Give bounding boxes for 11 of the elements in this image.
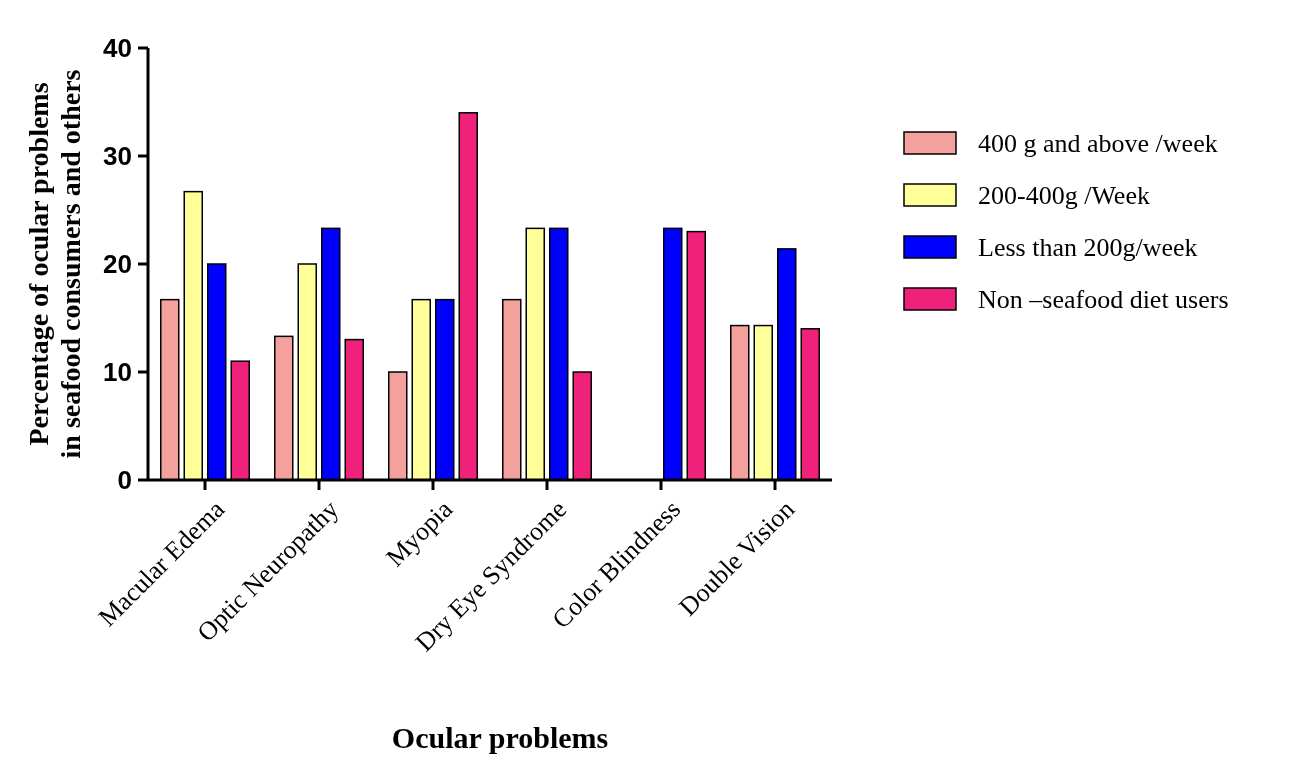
legend-label: 200-400g /Week [978, 181, 1150, 211]
y-tick-label: 30 [103, 141, 132, 172]
legend-label: Less than 200g/week [978, 233, 1198, 263]
y-tick-label: 0 [117, 465, 132, 496]
legend-label: 400 g and above /week [978, 129, 1218, 159]
x-axis-title: Ocular problems [391, 721, 609, 754]
y-tick-label: 20 [103, 249, 132, 280]
y-axis-title: Percentage of ocular problems in seafood consumers and others [23, 69, 87, 459]
y-tick-label: 40 [103, 33, 132, 64]
legend-label: Non –seafood diet users [978, 285, 1229, 315]
y-tick-label: 10 [103, 357, 132, 388]
